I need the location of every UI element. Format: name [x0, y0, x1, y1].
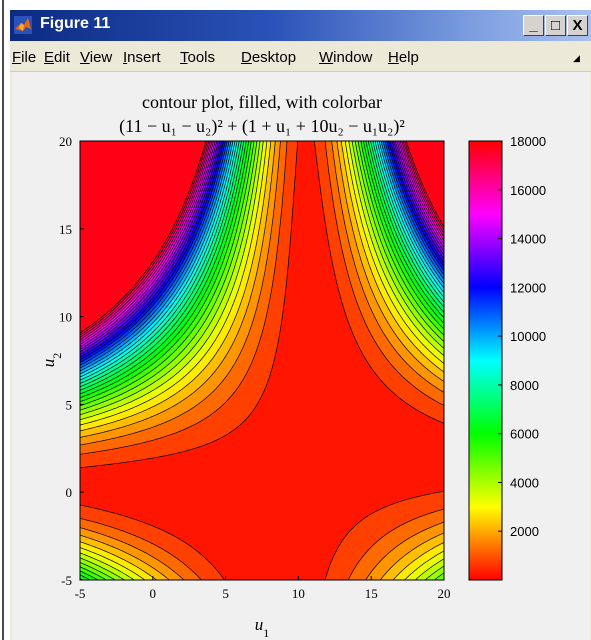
- y-axis-ticks: -5 0 5 10 15 20: [59, 134, 84, 588]
- close-button[interactable]: X: [567, 15, 588, 36]
- menu-edit[interactable]: Edit: [44, 49, 70, 66]
- contour-plot-area[interactable]: [79, 140, 445, 581]
- matlab-logo-icon: [14, 16, 32, 34]
- contour-line: [79, 140, 445, 581]
- window-title: Figure 11: [40, 15, 111, 32]
- menu-label: esktop: [251, 49, 297, 66]
- menu-accel: V: [80, 49, 90, 66]
- window-shadow-edge: [2, 0, 4, 640]
- colorbar-tick-label: 6000: [510, 427, 539, 442]
- contour-line: [79, 140, 445, 384]
- y-axis-label: u2: [39, 353, 64, 368]
- contour-fill-image: [80, 141, 444, 580]
- colorbar-tick-label: 18000: [510, 134, 546, 149]
- contour-line: [79, 140, 445, 350]
- menu-accel: H: [388, 49, 399, 66]
- x-axis-label: u1: [255, 615, 270, 640]
- minimize-button[interactable]: _: [523, 15, 544, 36]
- x-tick-label: 0: [150, 586, 157, 601]
- contour-line: [79, 140, 445, 581]
- x-tick-label: 5: [222, 586, 229, 601]
- colorbar-tick-label: 14000: [510, 232, 546, 247]
- contour-line: [79, 140, 445, 581]
- contour-line: [79, 140, 445, 581]
- colorbar-tick-label: 10000: [510, 329, 546, 344]
- menu-file[interactable]: File: [12, 49, 36, 66]
- menu-accel: I: [123, 49, 128, 66]
- contour-line: [79, 140, 445, 355]
- menu-label: elp: [398, 49, 419, 66]
- x-tick-label: 10: [292, 586, 305, 601]
- contour-line: [79, 140, 445, 391]
- toolbar-grip-icon[interactable]: ◢: [573, 53, 580, 63]
- figure-svg: contour plot, filled, with colorbar (11 …: [39, 92, 546, 640]
- menu-desktop[interactable]: Desktop: [241, 49, 296, 66]
- y-tick-label: 20: [59, 134, 72, 149]
- contour-line: [79, 140, 445, 353]
- axes-box: [79, 140, 445, 581]
- contour-line: [79, 140, 445, 369]
- contour-line: [79, 140, 445, 581]
- menu-accel: E: [44, 49, 55, 66]
- contour-line: [79, 140, 445, 363]
- contour-line: [79, 140, 445, 378]
- y-tick-label: 5: [66, 397, 73, 412]
- figure-canvas: contour plot, filled, with colorbar (11 …: [12, 72, 590, 640]
- menu-window[interactable]: Window: [319, 49, 372, 66]
- menu-label: dit: [54, 49, 70, 66]
- y-tick-label: 10: [59, 310, 72, 325]
- y-tick-label: -5: [61, 573, 72, 588]
- contour-line: [79, 140, 445, 345]
- x-tick-label: -5: [75, 586, 86, 601]
- y-tick-label: 15: [59, 222, 72, 237]
- colorbar-tick-label: 4000: [510, 475, 539, 490]
- contour-line: [79, 140, 445, 581]
- contour-line: [79, 140, 445, 340]
- x-axis-ticks: -5 0 5 10 15 20: [75, 576, 451, 601]
- contour-line: [79, 140, 445, 361]
- x-tick-label: 20: [438, 586, 451, 601]
- menu-label: ools: [187, 49, 216, 66]
- colorbar-tick-label: 16000: [510, 183, 546, 198]
- menu-insert[interactable]: Insert: [123, 49, 161, 66]
- menu-accel: F: [12, 49, 22, 66]
- contour-line: [79, 140, 445, 343]
- contour-line: [79, 140, 445, 581]
- menu-view[interactable]: View: [80, 49, 112, 66]
- x-tick-label: 15: [365, 586, 378, 601]
- contour-line: [79, 140, 445, 581]
- contour-line: [79, 140, 445, 581]
- contour-line: [79, 140, 445, 581]
- contour-line: [79, 140, 445, 375]
- menu-accel: W: [319, 49, 334, 66]
- colorbar-gradient: [468, 140, 503, 581]
- menu-accel: D: [241, 49, 252, 66]
- maximize-button[interactable]: □: [545, 15, 566, 36]
- colorbar[interactable]: 2000 4000 6000 8000 10000 12000 14000 16000 1800…: [468, 134, 546, 581]
- colorbar-tick-label: 2000: [510, 524, 539, 539]
- contour-line: [79, 140, 445, 581]
- title-bar[interactable]: Figure 11 _ □ X: [10, 10, 591, 41]
- chart-subtitle: (11 − u₁ − u₂)² + (1 + u₁ + 10u₂ − u₁u₂)…: [119, 116, 405, 137]
- y-tick-label: 0: [66, 485, 73, 500]
- contour-line: [79, 140, 445, 338]
- menu-bar: File Edit View Insert Tools Desktop Wind…: [10, 41, 591, 72]
- figure-window: Figure 11 _ □ X File Edit View Insert To…: [10, 10, 591, 640]
- colorbar-tick-label: 12000: [510, 280, 546, 295]
- menu-label: indow: [333, 49, 373, 66]
- menu-help[interactable]: Help: [388, 49, 419, 66]
- contour-line: [79, 140, 445, 366]
- menu-label: ile: [21, 49, 37, 66]
- chart-title: contour plot, filled, with colorbar: [142, 92, 382, 112]
- menu-label: iew: [89, 49, 113, 66]
- menu-tools[interactable]: Tools: [180, 49, 215, 66]
- menu-accel: T: [180, 49, 188, 66]
- colorbar-ticks: 2000 4000 6000 8000 10000 12000 14000 16000 1800…: [498, 134, 546, 539]
- contour-line: [79, 140, 445, 581]
- contour-line: [79, 140, 445, 581]
- contour-line: [79, 140, 445, 381]
- colorbar-tick-label: 8000: [510, 378, 539, 393]
- menu-label: nsert: [127, 49, 161, 66]
